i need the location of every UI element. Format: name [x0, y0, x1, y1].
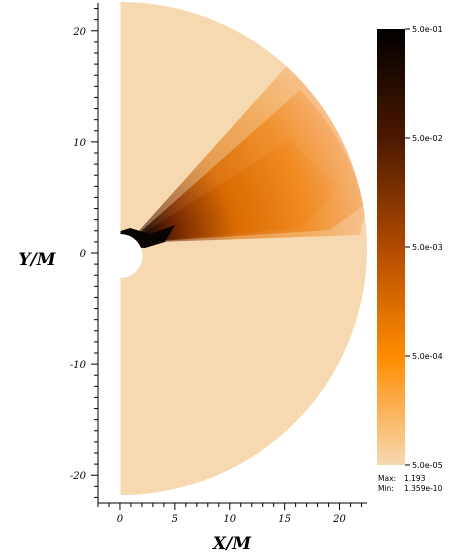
wedge-core — [128, 140, 340, 243]
y-tick-label: 0 — [80, 249, 87, 260]
colorbar-tick-label: 5.0e-03 — [412, 243, 443, 252]
colorbar-tick-label: 5.0e-04 — [412, 352, 443, 361]
colorbar-tick-label: 5.0e-05 — [412, 461, 443, 470]
y-axis-ticks — [91, 8, 98, 498]
y-axis-tick-labels: -20 -10 0 10 20 — [70, 27, 87, 482]
x-axis-tick-labels: 0 5 10 15 20 — [117, 514, 347, 525]
max-label: Max: — [378, 474, 396, 483]
y-tick-label: -10 — [70, 360, 87, 371]
x-tick-label: 10 — [223, 514, 236, 525]
domain-half-disk — [120, 2, 367, 495]
x-tick-label: 15 — [278, 514, 291, 525]
max-value: 1.193 — [404, 474, 426, 483]
x-axis-label: X/M — [212, 534, 252, 554]
colorbar-tick-labels: 5.0e-01 5.0e-02 5.0e-03 5.0e-04 5.0e-05 — [412, 25, 443, 470]
colorbar-bar — [377, 29, 405, 465]
x-tick-label: 5 — [172, 514, 178, 525]
y-tick-label: -20 — [70, 471, 87, 482]
y-axis-label: Y/M — [18, 250, 56, 270]
min-label: Min: — [378, 484, 394, 493]
min-value: 1.359e-10 — [404, 484, 443, 493]
central-hole — [98, 234, 143, 278]
y-tick-label: 10 — [73, 138, 86, 149]
y-tick-label: 20 — [72, 27, 86, 38]
stats-box: Max: 1.193 Min: 1.359e-10 — [378, 474, 443, 493]
x-tick-label: 20 — [332, 514, 346, 525]
plot-area — [98, 2, 367, 495]
x-tick-label: 0 — [117, 514, 124, 525]
colorbar-tick-label: 5.0e-02 — [412, 134, 443, 143]
colorbar-ticks — [405, 28, 410, 466]
colorbar: 5.0e-01 5.0e-02 5.0e-03 5.0e-04 5.0e-05 — [377, 25, 443, 470]
x-axis-ticks — [97, 503, 363, 510]
colorbar-tick-label: 5.0e-01 — [412, 25, 443, 34]
